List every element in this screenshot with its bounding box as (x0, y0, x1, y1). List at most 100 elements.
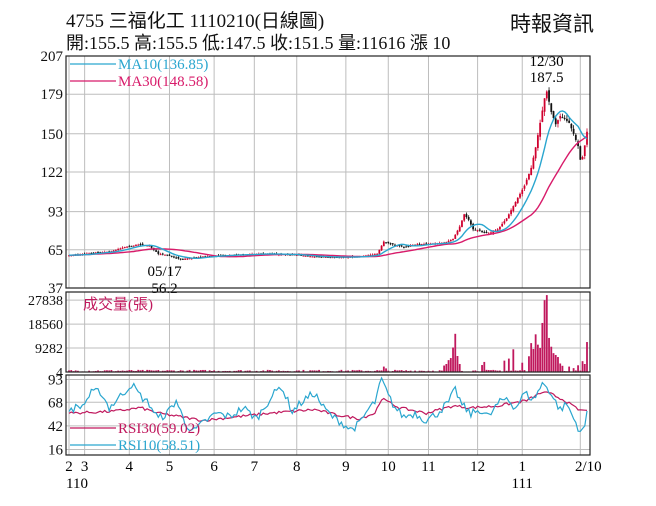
candle-body (503, 221, 506, 224)
volume-bar (536, 344, 539, 372)
candle-body (490, 232, 492, 234)
candle-body (499, 226, 501, 230)
volume-bar (503, 360, 506, 372)
candle-body (157, 251, 160, 254)
month-tick-label: 6 (210, 459, 218, 475)
candle-body (307, 255, 309, 257)
candle-body (92, 252, 95, 254)
volume-bar (97, 370, 99, 372)
ma30-line (69, 135, 588, 258)
volume-bar (351, 369, 354, 372)
year-tick-label: 111 (512, 476, 533, 492)
volume-bar (237, 370, 240, 372)
volume-bar (400, 370, 403, 372)
candle-body (485, 231, 488, 233)
volume-bar (199, 370, 202, 372)
volume-bar (516, 370, 519, 372)
candle-body (467, 217, 470, 220)
volume-bar (385, 368, 387, 372)
volume-bar (512, 349, 515, 372)
candle-body (536, 135, 539, 149)
volume-panel: 成交量(張) (68, 295, 588, 372)
month-tick-label: 11 (421, 459, 435, 475)
candle-body (523, 185, 526, 189)
volume-bar (409, 370, 412, 372)
candle-body (175, 257, 178, 259)
volume-bar (380, 370, 383, 372)
volume-bar (487, 370, 490, 372)
month-tick-label: 2 (65, 459, 73, 475)
volume-bar (271, 370, 274, 372)
candle-body (481, 231, 483, 233)
price-ytick-label: 122 (41, 165, 64, 181)
candle-body (173, 256, 175, 258)
candle-body (114, 249, 117, 251)
candle-body (420, 244, 423, 246)
volume-bar (353, 370, 356, 372)
volume-bar (208, 370, 211, 372)
candle-body (478, 229, 481, 231)
candle-body (514, 202, 517, 207)
candle-body (458, 226, 461, 232)
volume-bar (539, 348, 542, 372)
candle-body (164, 254, 166, 256)
rsi10-line (68, 376, 588, 433)
candle-body (119, 248, 122, 250)
candle-body (137, 244, 140, 246)
volume-bar (170, 370, 173, 372)
volume-bar (534, 334, 537, 372)
volume-bar (309, 370, 312, 372)
candle-body (387, 241, 390, 243)
volume-bar (213, 370, 216, 372)
candle-body (519, 193, 521, 198)
candle-body (159, 254, 162, 256)
candle-body (534, 147, 537, 159)
volume-bar (505, 370, 508, 372)
candle-body (186, 258, 189, 260)
candle-body (557, 120, 559, 124)
candle-body (405, 246, 408, 248)
volume-bar (146, 369, 149, 372)
volume-bar (443, 365, 446, 372)
volume-bar (574, 370, 577, 372)
volume-bar (420, 370, 423, 372)
volume-bar (318, 369, 320, 372)
candle-body (403, 246, 405, 248)
candle-body (99, 251, 102, 253)
candle-body (496, 229, 499, 231)
candle-body (150, 245, 153, 248)
candle-body (376, 253, 379, 255)
volume-bar (530, 343, 533, 372)
candle-body (161, 253, 164, 255)
ma10-legend-label: MA10(136.85) (118, 57, 208, 73)
candle-body (320, 256, 323, 258)
volume-bar (510, 370, 512, 372)
volume-frame (65, 291, 591, 373)
volume-bar (376, 370, 379, 372)
candle-body (472, 223, 475, 230)
volume-bar (161, 370, 164, 372)
candle-body (505, 218, 508, 221)
candle-body (166, 254, 169, 256)
volume-bar (266, 369, 269, 372)
volume-bar (405, 370, 408, 372)
volume-bar (499, 370, 501, 372)
candle-body (394, 244, 396, 246)
candle-body (331, 257, 334, 259)
candle-body (521, 189, 524, 194)
candle-body (148, 245, 151, 247)
candle-body (168, 254, 171, 256)
candle-body (425, 243, 428, 245)
volume-bar (507, 358, 510, 372)
candle-body (566, 118, 568, 121)
candle-body (139, 244, 142, 246)
volume-bar (77, 370, 79, 372)
volume-bar (541, 322, 544, 372)
volume-bar (340, 369, 343, 372)
candle-body (501, 223, 504, 227)
candle-body (141, 243, 144, 245)
candle-body (483, 231, 486, 233)
candle-body (295, 254, 298, 256)
volume-bar (496, 370, 499, 372)
volume-bar (313, 370, 316, 372)
